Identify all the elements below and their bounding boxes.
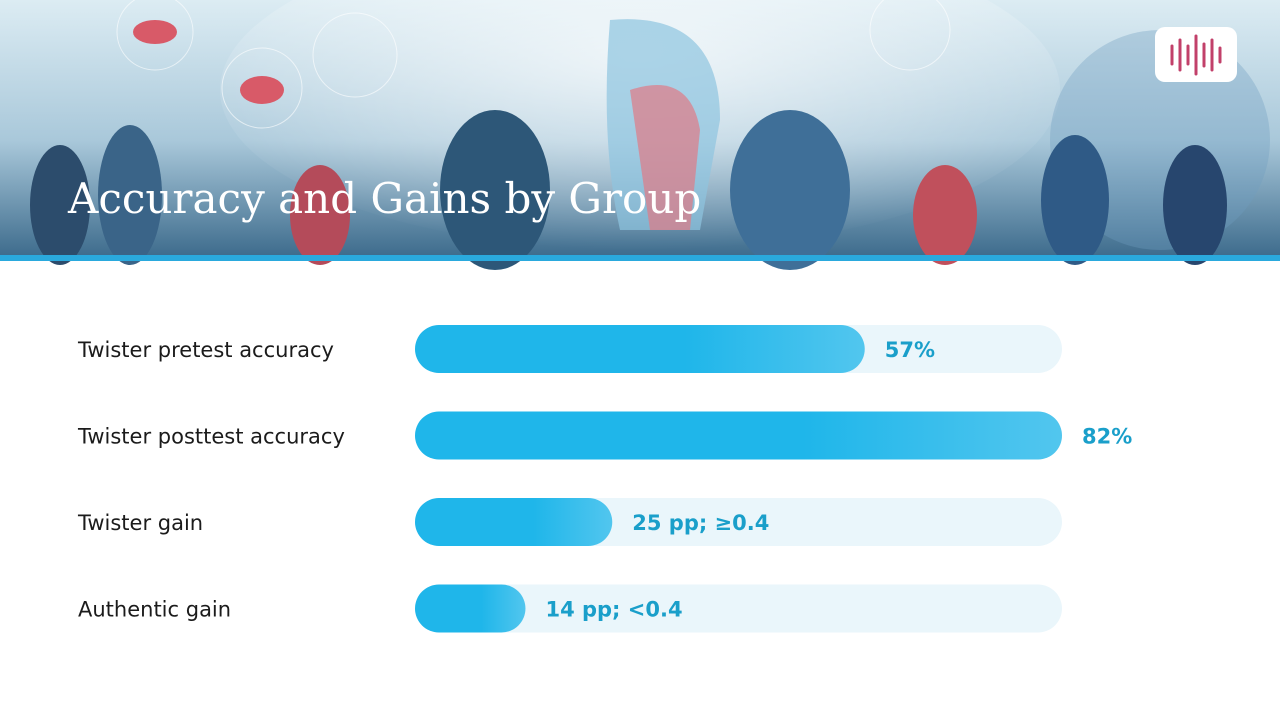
bar (415, 584, 526, 633)
value-label: 25 pp; ≥0.4 (632, 511, 769, 535)
category-label: Twister gain (77, 511, 203, 535)
value-label: 82% (1082, 425, 1132, 449)
category-label: Authentic gain (78, 598, 231, 622)
category-label: Twister pretest accuracy (77, 338, 334, 362)
chart-title: Accuracy and Gains by Group (67, 174, 701, 223)
value-label: 14 pp; <0.4 (545, 598, 682, 622)
bar-track (415, 584, 1062, 633)
plot: Twister pretest accuracy 57% Twister postt… (77, 325, 1132, 633)
bar (415, 411, 1062, 460)
value-label: 57% (885, 338, 935, 362)
category-label: Twister posttest accuracy (77, 425, 345, 449)
header-illustration (0, 0, 1280, 270)
bar (415, 325, 865, 373)
bar (415, 498, 613, 546)
